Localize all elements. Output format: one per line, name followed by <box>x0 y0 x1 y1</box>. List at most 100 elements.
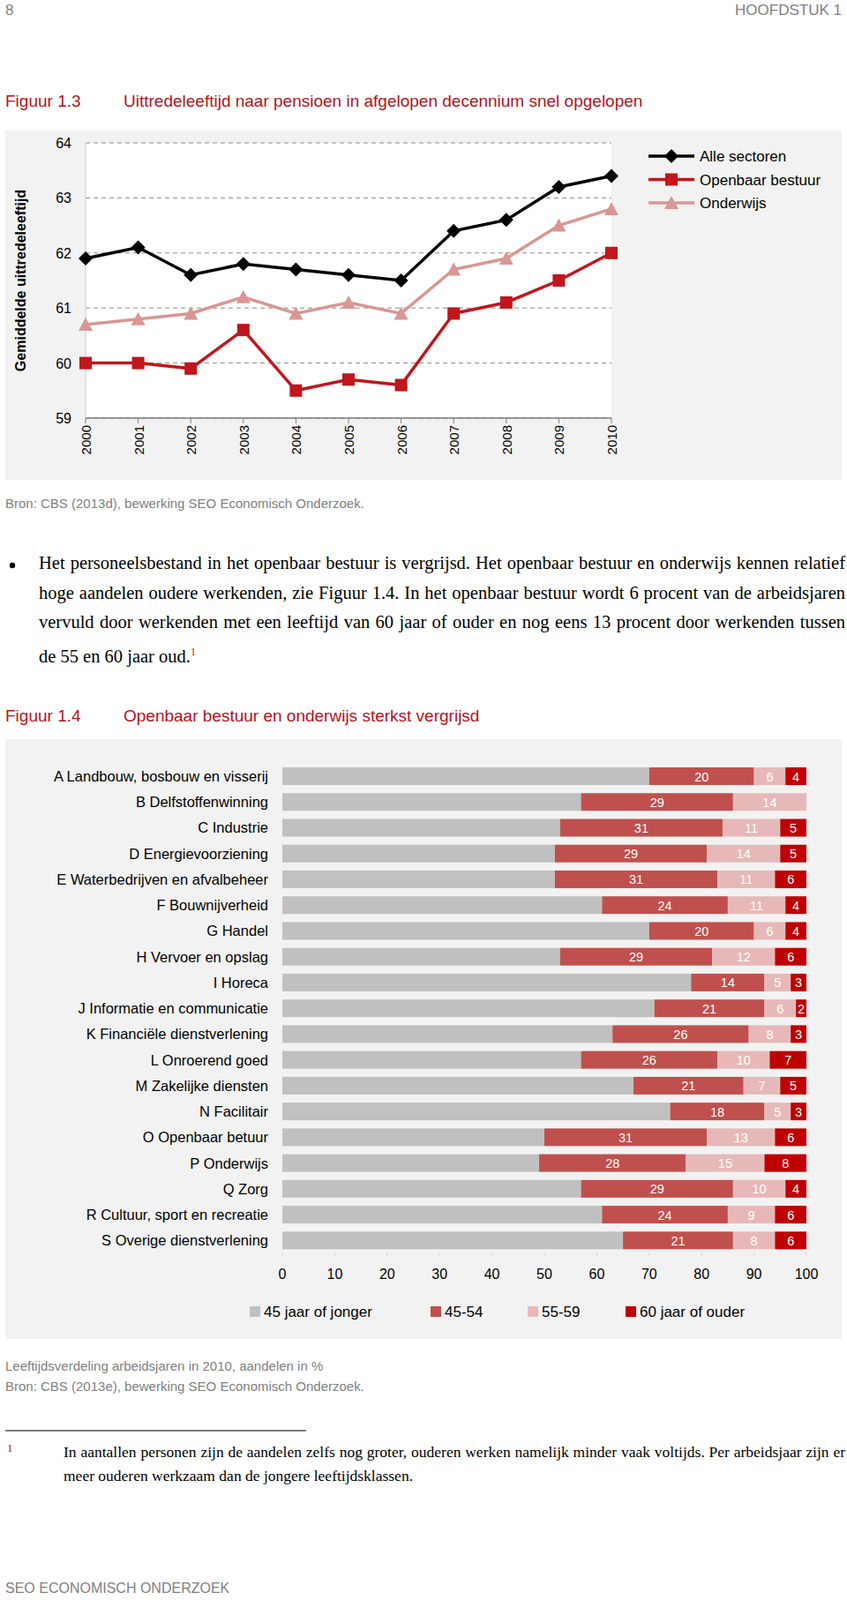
y-tick-label: 64 <box>55 135 72 151</box>
x-tick-label: 2000 <box>78 425 94 455</box>
bar-segment <box>544 1128 707 1147</box>
bar-segment <box>581 1180 734 1199</box>
category-label: A Landbouw, bosbouw en visserij <box>53 768 269 785</box>
marker <box>78 317 93 331</box>
x-tick <box>348 418 350 424</box>
x-tick <box>648 1252 650 1257</box>
page-number: 8 <box>5 1 14 20</box>
bar-segment <box>790 1025 807 1043</box>
marker <box>552 274 565 287</box>
bar-segment <box>633 1077 744 1095</box>
category-label: K Financiële dienstverlening <box>86 1026 269 1042</box>
bar-segment <box>690 974 765 992</box>
marker <box>446 262 461 277</box>
bar-segment <box>790 974 807 992</box>
plot-marks <box>282 767 807 1250</box>
data-label: 14 <box>720 975 735 990</box>
marker <box>131 240 146 255</box>
marker <box>79 357 92 370</box>
marker <box>604 168 619 183</box>
marker <box>78 251 93 266</box>
data-label: 24 <box>658 899 673 914</box>
y-tick-label: 59 <box>55 411 72 427</box>
footnote-reference: 1 <box>190 645 196 659</box>
figure-title: Uittredeleeftijd naar pensioen in afgelo… <box>123 91 643 112</box>
bar-segment <box>282 1154 540 1173</box>
data-label: 8 <box>750 1234 758 1249</box>
data-label: 21 <box>681 1079 696 1094</box>
data-label: 18 <box>710 1105 725 1120</box>
marker <box>447 307 460 320</box>
data-label: 2 <box>797 1002 805 1017</box>
bar-segment <box>749 1025 792 1043</box>
bar-segment <box>282 870 555 889</box>
category-label: D Energievoorziening <box>128 846 269 862</box>
marker <box>499 251 514 265</box>
data-label: 6 <box>787 950 795 965</box>
x-tick-label: 2005 <box>341 425 357 455</box>
x-tick-label: 2008 <box>499 425 515 455</box>
legend-marker <box>664 149 679 164</box>
bar-segment <box>727 1206 775 1224</box>
source-note: Bron: CBS (2013e), bewerking SEO Economi… <box>5 1379 365 1395</box>
data-label: 20 <box>694 924 709 939</box>
data-label: 20 <box>694 770 709 785</box>
paragraph-text: Het personeelsbestand in het openbaar be… <box>38 553 846 666</box>
x-tick-label: 70 <box>641 1266 658 1282</box>
marker <box>237 323 250 337</box>
category-label: I Horeca <box>213 974 270 991</box>
bar-segment <box>670 1102 765 1121</box>
data-label: 15 <box>718 1156 733 1171</box>
marker <box>604 202 619 216</box>
bar-segment <box>282 1128 545 1147</box>
bar-segment <box>790 1102 807 1121</box>
bar-segment <box>282 1025 613 1043</box>
bar-segment <box>282 793 582 811</box>
data-label: 31 <box>618 1131 633 1146</box>
data-label: 10 <box>751 1182 766 1197</box>
x-tick-label: 90 <box>746 1266 763 1282</box>
x-tick-label: 2004 <box>288 425 304 455</box>
grid-line <box>85 252 612 254</box>
bar-segment <box>649 767 755 786</box>
marker <box>500 296 513 309</box>
source-note: Bron: CBS (2013d), bewerking SEO Economi… <box>5 495 365 511</box>
data-label: 14 <box>736 847 751 862</box>
category-label: M Zakelijke diensten <box>135 1078 269 1095</box>
legend-label: Alle sectoren <box>699 148 787 165</box>
marker <box>236 290 251 304</box>
bar-segment <box>779 1077 807 1095</box>
x-tick-label: 10 <box>327 1266 344 1282</box>
bar-segment <box>795 999 807 1018</box>
bar-segment <box>733 793 807 811</box>
legend-swatch <box>625 1306 637 1318</box>
bar-segment <box>727 896 786 915</box>
data-label: 5 <box>789 847 797 862</box>
footer: SEO ECONOMISCH ONDERZOEK <box>5 1581 230 1597</box>
data-label: 28 <box>605 1156 620 1171</box>
x-tick <box>544 1252 546 1257</box>
data-label: 24 <box>658 1208 673 1223</box>
bar-segment <box>785 1180 807 1199</box>
page: 5960616263642000200120022003200420052006… <box>0 0 847 1600</box>
bar-segment <box>282 921 650 940</box>
x-tick <box>806 1252 808 1257</box>
data-label: 14 <box>762 795 777 810</box>
bar-segment <box>282 818 561 837</box>
bar-segment <box>785 921 807 940</box>
marker <box>551 179 566 195</box>
marker <box>499 212 514 227</box>
grid-line <box>85 362 612 364</box>
legend-swatch <box>430 1306 442 1318</box>
footnote-text: In aantallen personen zijn de aandelen z… <box>63 1440 846 1489</box>
figure-title: Openbaar bestuur en onderwijs sterkst ve… <box>123 706 480 727</box>
data-label: 3 <box>794 1027 803 1042</box>
marker <box>551 218 566 233</box>
category-label: J Informatie en communicatie <box>77 1000 269 1017</box>
bar-segment <box>706 1128 775 1147</box>
x-tick <box>190 418 192 424</box>
bar-segment <box>712 948 775 967</box>
category-label: N Facilitair <box>199 1103 269 1120</box>
marker <box>131 312 146 326</box>
data-label: 10 <box>736 1053 751 1068</box>
